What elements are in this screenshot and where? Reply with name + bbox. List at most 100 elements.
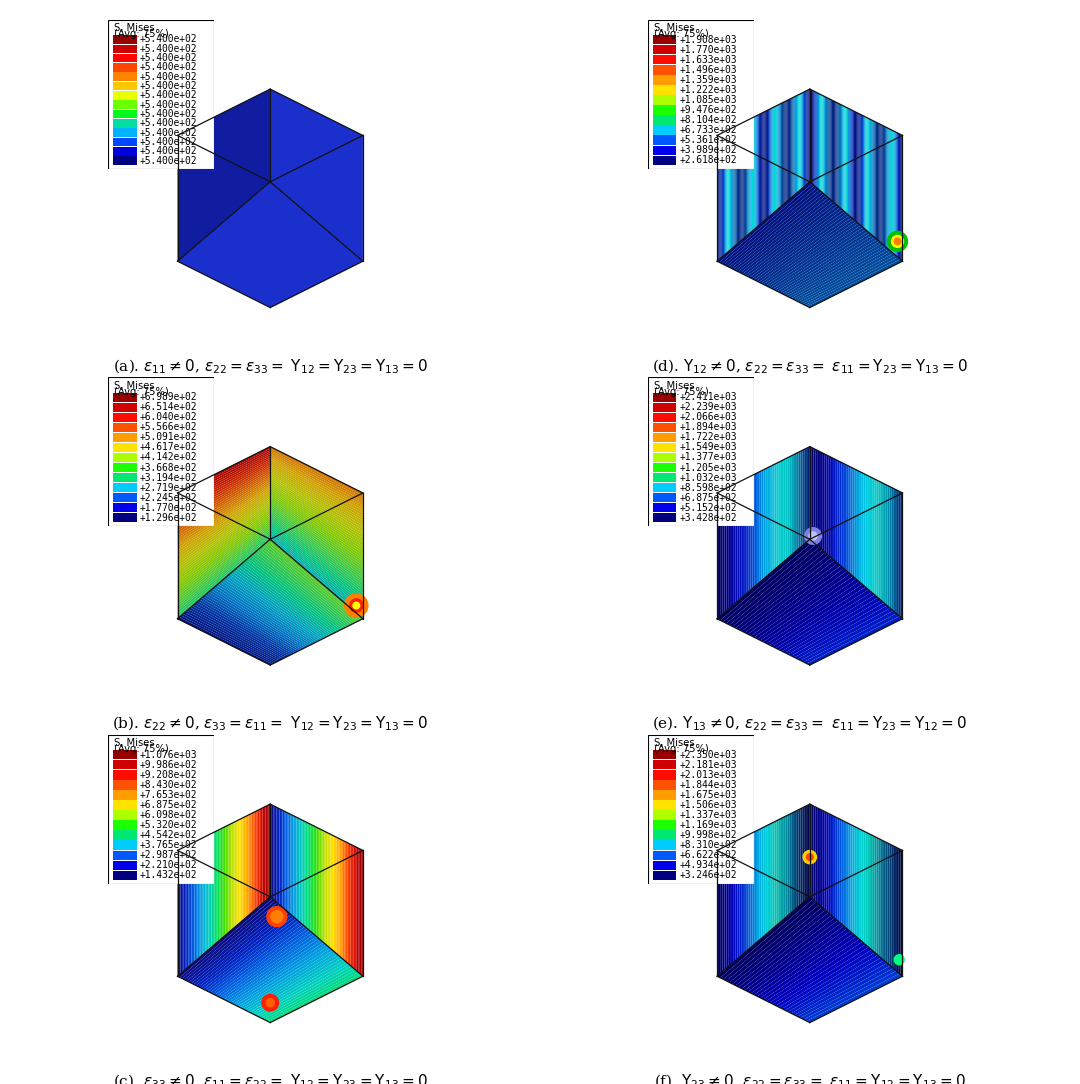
- Polygon shape: [813, 806, 815, 902]
- Polygon shape: [841, 820, 843, 926]
- Polygon shape: [270, 512, 363, 583]
- Polygon shape: [732, 127, 733, 248]
- Polygon shape: [177, 489, 270, 553]
- Polygon shape: [177, 850, 179, 977]
- Polygon shape: [305, 821, 306, 927]
- Polygon shape: [270, 463, 363, 518]
- Polygon shape: [177, 480, 270, 541]
- Polygon shape: [270, 517, 363, 591]
- Polygon shape: [262, 544, 357, 622]
- Polygon shape: [825, 812, 826, 912]
- Polygon shape: [299, 818, 301, 924]
- Polygon shape: [262, 808, 264, 903]
- Polygon shape: [177, 532, 270, 611]
- Polygon shape: [787, 100, 788, 201]
- Polygon shape: [870, 835, 873, 951]
- Polygon shape: [856, 469, 858, 581]
- Polygon shape: [770, 228, 865, 289]
- Polygon shape: [189, 608, 283, 659]
- Polygon shape: [319, 828, 320, 939]
- Polygon shape: [308, 823, 309, 930]
- Polygon shape: [795, 963, 890, 1017]
- Polygon shape: [270, 462, 363, 516]
- Polygon shape: [720, 542, 816, 622]
- Polygon shape: [847, 465, 849, 572]
- Polygon shape: [189, 906, 284, 983]
- Polygon shape: [814, 91, 815, 186]
- Polygon shape: [738, 839, 740, 958]
- Polygon shape: [782, 237, 877, 295]
- Polygon shape: [724, 188, 819, 266]
- Polygon shape: [825, 454, 826, 554]
- Polygon shape: [771, 465, 772, 572]
- Polygon shape: [727, 547, 822, 624]
- Polygon shape: [270, 470, 363, 528]
- Polygon shape: [818, 93, 819, 190]
- Polygon shape: [893, 488, 895, 612]
- Polygon shape: [244, 560, 339, 632]
- Polygon shape: [869, 118, 870, 233]
- Polygon shape: [198, 840, 199, 959]
- Polygon shape: [270, 476, 363, 535]
- Polygon shape: [748, 476, 751, 592]
- Polygon shape: [744, 121, 745, 238]
- Polygon shape: [875, 837, 877, 954]
- Polygon shape: [794, 96, 795, 196]
- Polygon shape: [270, 452, 363, 503]
- Polygon shape: [251, 813, 252, 914]
- Polygon shape: [733, 841, 735, 962]
- Polygon shape: [799, 93, 800, 191]
- Polygon shape: [775, 231, 870, 292]
- Polygon shape: [766, 825, 767, 934]
- Polygon shape: [764, 579, 860, 644]
- Polygon shape: [823, 811, 825, 909]
- Polygon shape: [227, 825, 229, 934]
- Polygon shape: [187, 846, 188, 968]
- Polygon shape: [224, 826, 226, 937]
- Polygon shape: [730, 486, 732, 608]
- Polygon shape: [845, 106, 846, 212]
- Polygon shape: [780, 104, 781, 208]
- Polygon shape: [750, 118, 751, 233]
- Polygon shape: [247, 956, 342, 1012]
- Polygon shape: [270, 450, 363, 501]
- Polygon shape: [191, 908, 286, 984]
- Polygon shape: [270, 454, 363, 505]
- Polygon shape: [806, 91, 807, 185]
- Polygon shape: [784, 459, 785, 562]
- Polygon shape: [797, 452, 799, 551]
- Polygon shape: [731, 128, 732, 249]
- Polygon shape: [201, 838, 202, 956]
- Polygon shape: [807, 973, 903, 1022]
- Polygon shape: [792, 812, 793, 913]
- Polygon shape: [267, 541, 361, 621]
- Polygon shape: [888, 486, 890, 608]
- Polygon shape: [895, 847, 896, 971]
- Polygon shape: [810, 447, 812, 541]
- Polygon shape: [224, 937, 319, 1001]
- Polygon shape: [839, 462, 841, 566]
- Polygon shape: [828, 99, 829, 198]
- Polygon shape: [740, 202, 835, 274]
- Polygon shape: [777, 463, 779, 568]
- Polygon shape: [177, 535, 270, 616]
- Polygon shape: [745, 836, 746, 953]
- Polygon shape: [265, 542, 360, 621]
- Polygon shape: [752, 211, 847, 280]
- Polygon shape: [257, 549, 352, 625]
- Polygon shape: [177, 520, 270, 596]
- Polygon shape: [270, 525, 363, 602]
- Polygon shape: [759, 470, 761, 582]
- Polygon shape: [177, 504, 270, 573]
- Polygon shape: [870, 477, 873, 593]
- Polygon shape: [819, 93, 820, 191]
- Text: (a). $\varepsilon_{11} \neq 0$, $\varepsilon_{22} = \varepsilon_{33} =$ $\Upsilo: (a). $\varepsilon_{11} \neq 0$, $\vareps…: [112, 358, 428, 376]
- Polygon shape: [278, 808, 280, 905]
- Polygon shape: [785, 597, 881, 655]
- Polygon shape: [727, 488, 728, 610]
- Polygon shape: [875, 479, 877, 596]
- Polygon shape: [880, 125, 881, 243]
- Polygon shape: [242, 562, 337, 633]
- Polygon shape: [342, 840, 345, 960]
- Polygon shape: [834, 101, 835, 204]
